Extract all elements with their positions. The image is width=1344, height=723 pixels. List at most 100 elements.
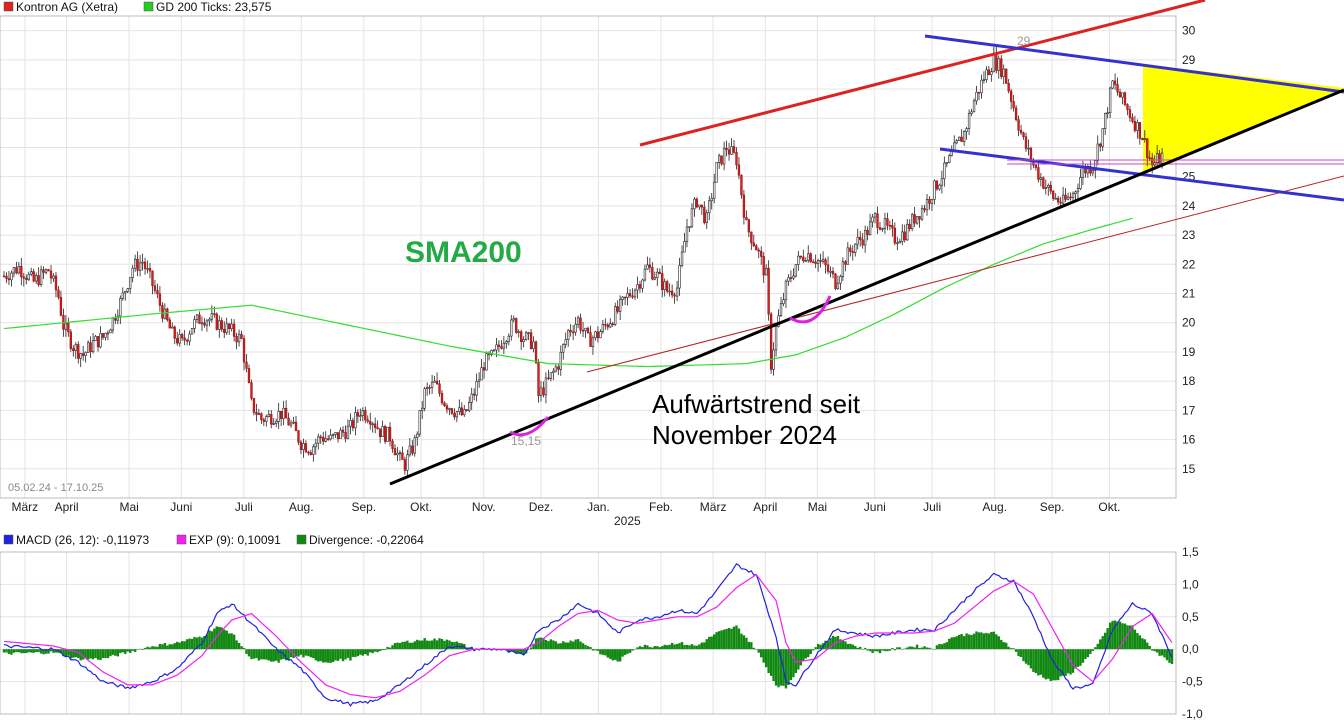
divergence-bar [265, 649, 268, 660]
candle [715, 161, 718, 183]
divergence-bar [893, 649, 897, 651]
divergence-bar [554, 641, 558, 650]
price-x-tick-label: Sep. [1040, 500, 1065, 514]
candle [84, 351, 87, 363]
candle-body [547, 377, 550, 380]
candle [1126, 103, 1129, 116]
low-marker-curve [509, 416, 550, 437]
candle-body [571, 331, 575, 334]
candle [574, 317, 577, 336]
candle [161, 302, 164, 323]
candle [646, 256, 649, 270]
candle-body [247, 368, 251, 383]
candle-body [636, 284, 639, 291]
candle-body [49, 270, 53, 279]
divergence-bar [146, 646, 149, 650]
divergence-bar [873, 649, 877, 652]
candle-body [812, 261, 815, 264]
candle [425, 382, 429, 396]
candle-body [955, 140, 958, 144]
candle-body [1116, 84, 1119, 93]
candle [460, 402, 463, 417]
candle [730, 138, 733, 156]
divergence-bar [792, 649, 795, 678]
divergence-bar [398, 643, 402, 650]
candle-body [37, 275, 40, 285]
candle-body [374, 423, 377, 428]
candle [42, 266, 45, 280]
candle [977, 91, 981, 101]
candle-body [470, 393, 473, 403]
candle [1155, 145, 1159, 167]
divergence-bar [529, 647, 533, 650]
candle-body [661, 273, 664, 290]
divergence-bar [740, 633, 743, 650]
divergence-bar [1017, 649, 1020, 657]
candle-body [59, 296, 63, 316]
candle [475, 373, 478, 402]
candle-body [106, 332, 110, 335]
candle [210, 305, 214, 323]
divergence-bar [648, 647, 652, 650]
divergence-bar [901, 649, 904, 650]
candle-body [938, 184, 941, 190]
candle-body [1037, 167, 1040, 180]
candle-body [307, 451, 310, 454]
candle [750, 231, 753, 251]
candle-body [779, 303, 783, 317]
divergence-bar [173, 643, 176, 650]
candle-body [584, 327, 587, 331]
divergence-bar [715, 632, 718, 650]
candle [769, 311, 773, 374]
candle [1138, 122, 1141, 145]
candle [675, 280, 679, 302]
candle [240, 330, 243, 340]
candle-body [359, 415, 362, 417]
divergence-bar [774, 649, 778, 686]
candle [517, 329, 520, 338]
divergence-bar [136, 649, 139, 650]
divergence-bar [923, 646, 926, 650]
candle [569, 324, 572, 337]
candle [465, 409, 468, 412]
candle [287, 412, 290, 426]
candle [158, 286, 162, 312]
divergence-bar [354, 649, 357, 658]
candle [277, 402, 280, 430]
candle-body [960, 136, 963, 142]
candle-body [606, 324, 609, 328]
candle [698, 204, 701, 210]
divergence-bar [1116, 621, 1119, 650]
candle-body [831, 270, 835, 275]
divergence-bar [854, 646, 857, 650]
candle [314, 438, 317, 455]
candle [77, 341, 80, 364]
divergence-bar [1146, 642, 1149, 650]
candle [851, 245, 854, 261]
candle [119, 295, 122, 325]
candle [643, 264, 647, 282]
candle-body [943, 162, 946, 180]
candle-body [242, 338, 246, 363]
candle-body [539, 387, 543, 396]
candle [1096, 135, 1099, 166]
divergence-bar [106, 649, 110, 659]
candle-body [408, 445, 411, 456]
divergence-bar [586, 646, 590, 650]
candle [393, 444, 397, 456]
divergence-bar [641, 646, 644, 650]
divergence-bar [124, 649, 127, 654]
divergence-bar [121, 649, 124, 653]
candle [401, 446, 404, 460]
divergence-bar [336, 649, 340, 661]
candle-body [450, 408, 454, 414]
divergence-bar [1094, 647, 1097, 650]
candle [693, 197, 696, 217]
candle [133, 254, 137, 272]
divergence-bar [131, 649, 134, 651]
candle [32, 268, 35, 283]
legend-macd: MACD (26, 12): -0,11973 [16, 533, 149, 547]
divergence-bar [1163, 649, 1166, 658]
candle [839, 274, 842, 290]
candle [1113, 73, 1117, 90]
